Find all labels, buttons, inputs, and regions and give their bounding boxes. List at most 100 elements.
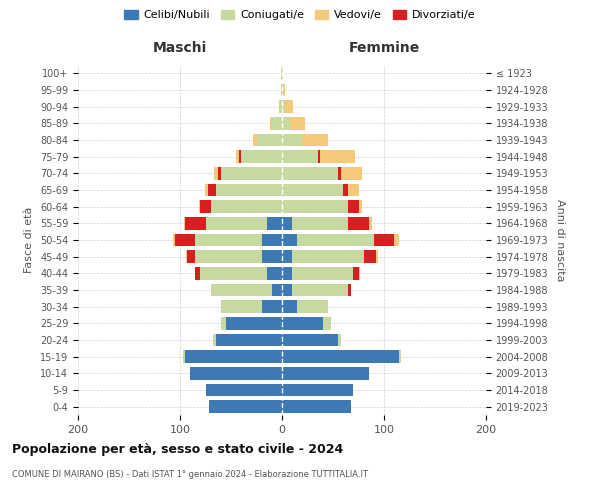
Bar [353, 267, 359, 280]
Bar [369, 217, 372, 230]
Bar [196, 250, 262, 263]
Bar [318, 150, 320, 163]
Bar [272, 284, 282, 296]
Bar [209, 400, 282, 413]
Bar [206, 217, 267, 230]
Text: Maschi: Maschi [153, 41, 207, 55]
Bar [282, 100, 285, 113]
Bar [349, 284, 352, 296]
Bar [298, 300, 328, 313]
Bar [282, 184, 343, 196]
Bar [282, 317, 323, 330]
Bar [343, 184, 349, 196]
Bar [183, 350, 185, 363]
Bar [186, 250, 187, 263]
Bar [292, 217, 349, 230]
Bar [267, 217, 282, 230]
Bar [200, 200, 211, 213]
Bar [212, 334, 216, 346]
Bar [298, 234, 374, 246]
Bar [282, 267, 292, 280]
Bar [290, 117, 305, 130]
Bar [262, 250, 282, 263]
Bar [206, 384, 282, 396]
Bar [282, 117, 290, 130]
Bar [272, 117, 282, 130]
Bar [175, 234, 196, 246]
Bar [282, 134, 302, 146]
Bar [270, 117, 272, 130]
Bar [206, 184, 208, 196]
Bar [282, 150, 318, 163]
Bar [239, 150, 241, 163]
Bar [302, 134, 328, 146]
Bar [208, 184, 216, 196]
Bar [199, 200, 200, 213]
Bar [292, 267, 353, 280]
Bar [262, 234, 282, 246]
Bar [282, 350, 400, 363]
Bar [349, 217, 369, 230]
Bar [214, 167, 218, 179]
Bar [173, 234, 175, 246]
Bar [216, 334, 282, 346]
Bar [236, 150, 239, 163]
Bar [241, 150, 282, 163]
Bar [282, 84, 283, 96]
Bar [281, 84, 282, 96]
Bar [320, 150, 355, 163]
Bar [218, 167, 221, 179]
Bar [216, 184, 282, 196]
Bar [281, 67, 282, 80]
Bar [221, 167, 282, 179]
Bar [211, 200, 282, 213]
Bar [292, 284, 349, 296]
Bar [190, 367, 282, 380]
Bar [292, 250, 364, 263]
Bar [200, 267, 267, 280]
Bar [196, 234, 262, 246]
Bar [394, 234, 400, 246]
Bar [187, 250, 196, 263]
Bar [282, 234, 298, 246]
Bar [282, 367, 369, 380]
Bar [349, 184, 359, 196]
Y-axis label: Fasce di età: Fasce di età [25, 207, 34, 273]
Bar [279, 100, 280, 113]
Bar [282, 200, 349, 213]
Bar [184, 217, 185, 230]
Bar [349, 200, 359, 213]
Bar [253, 134, 257, 146]
Legend: Celibi/Nubili, Coniugati/e, Vedovi/e, Divorziati/e: Celibi/Nubili, Coniugati/e, Vedovi/e, Di… [120, 6, 480, 25]
Bar [196, 267, 200, 280]
Bar [221, 317, 226, 330]
Bar [211, 284, 272, 296]
Bar [282, 217, 292, 230]
Bar [262, 300, 282, 313]
Bar [257, 134, 282, 146]
Text: COMUNE DI MAIRANO (BS) - Dati ISTAT 1° gennaio 2024 - Elaborazione TUTTITALIA.IT: COMUNE DI MAIRANO (BS) - Dati ISTAT 1° g… [12, 470, 368, 479]
Bar [323, 317, 331, 330]
Bar [280, 100, 282, 113]
Bar [364, 250, 376, 263]
Bar [282, 300, 298, 313]
Bar [285, 100, 293, 113]
Bar [282, 67, 283, 80]
Bar [267, 267, 282, 280]
Bar [376, 250, 378, 263]
Bar [374, 234, 394, 246]
Bar [282, 250, 292, 263]
Bar [359, 200, 362, 213]
Y-axis label: Anni di nascita: Anni di nascita [555, 198, 565, 281]
Bar [226, 317, 282, 330]
Bar [283, 84, 285, 96]
Bar [185, 217, 206, 230]
Bar [338, 167, 341, 179]
Bar [338, 334, 341, 346]
Bar [400, 350, 401, 363]
Bar [282, 400, 352, 413]
Bar [282, 284, 292, 296]
Text: Popolazione per età, sesso e stato civile - 2024: Popolazione per età, sesso e stato civil… [12, 442, 343, 456]
Bar [221, 300, 262, 313]
Bar [282, 384, 353, 396]
